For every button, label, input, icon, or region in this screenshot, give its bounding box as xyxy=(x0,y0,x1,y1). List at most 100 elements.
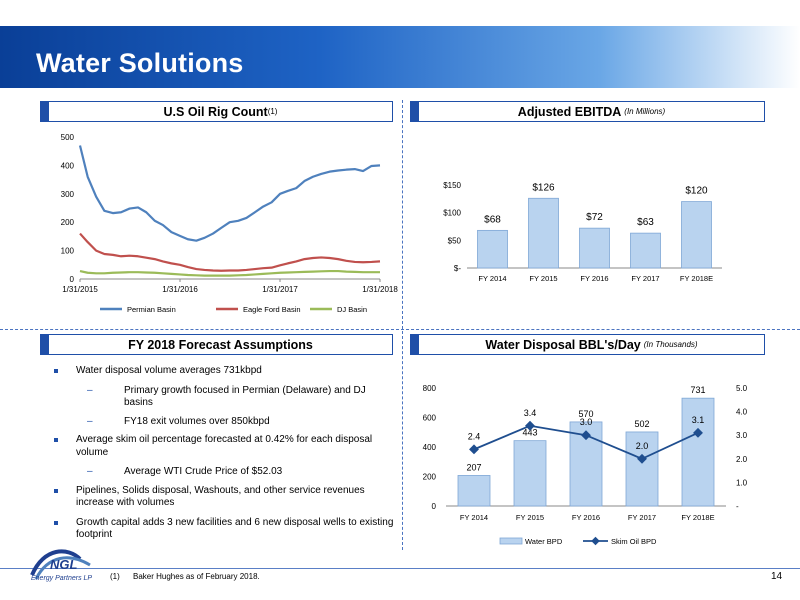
vertical-divider xyxy=(402,100,403,550)
skim-oil-marker xyxy=(637,453,647,464)
disposal-bar-label: 502 xyxy=(634,419,649,429)
ebitda-data-label: $63 xyxy=(637,217,654,228)
rig-legend-label-permian: Permian Basin xyxy=(127,305,176,314)
bullet-item: Pipelines, Solids disposal, Washouts, an… xyxy=(54,485,394,510)
logo-tagline: Energy Partners LP xyxy=(31,575,93,582)
disposal-right-tick-label: 4.0 xyxy=(736,408,748,417)
rig-series-permian xyxy=(78,145,381,242)
disposal-right-tick-label: 5.0 xyxy=(736,384,748,393)
rig-y-tick-label: 500 xyxy=(61,133,75,142)
bullet-item: Growth capital adds 3 new facilities and… xyxy=(54,517,394,542)
forecast-title: FY 2018 Forecast Assumptions xyxy=(128,337,313,352)
disposal-left-tick-label: 600 xyxy=(423,414,437,423)
footnote-text: Baker Hughes as of February 2018. xyxy=(133,572,260,581)
bullet-item: Average skim oil percentage forecasted a… xyxy=(54,434,394,459)
disposal-bar xyxy=(513,440,547,507)
disposal-left-tick-label: 800 xyxy=(423,384,437,393)
skim-oil-label: 2.0 xyxy=(636,441,649,451)
rig-x-tick-label: 1/31/2016 xyxy=(162,285,198,294)
rig-x-tick-label: 1/31/2015 xyxy=(62,285,98,294)
skim-oil-label: 3.4 xyxy=(524,408,537,418)
sub-bullet-item: Average WTI Crude Price of $52.03 xyxy=(54,466,394,479)
disposal-legend-label-water: Water BPD xyxy=(525,537,563,546)
ngl-logo: NGL xyxy=(30,549,91,580)
disposal-x-tick-label: FY 2014 xyxy=(460,513,488,522)
ebitda-bar xyxy=(630,232,661,269)
sub-bullet-item: FY18 exit volumes over 850kbpd xyxy=(54,416,394,429)
ebitda-header: Adjusted EBITDA (In Millions) xyxy=(410,101,765,122)
ebitda-x-tick-label: FY 2015 xyxy=(529,274,557,283)
ebitda-x-tick-label: FY 2018E xyxy=(680,274,713,283)
ebitda-units: (In Millions) xyxy=(624,107,666,116)
skim-oil-marker xyxy=(469,444,479,455)
ebitda-title: Adjusted EBITDA xyxy=(517,104,622,119)
disposal-legend-label-skim: Skim Oil BPD xyxy=(611,537,657,546)
disposal-bar-label: 570 xyxy=(578,409,593,419)
disposal-bar xyxy=(625,431,659,507)
disposal-title: Water Disposal BBL's/Day xyxy=(485,337,641,352)
ebitda-bar xyxy=(579,227,610,269)
horizontal-divider xyxy=(0,329,800,330)
disposal-bar-label: 443 xyxy=(522,428,537,438)
ebitda-bar xyxy=(528,197,559,269)
disposal-legend-marker-skim xyxy=(591,536,600,546)
disposal-bar xyxy=(681,397,715,507)
rig-x-tick-label: 1/31/2017 xyxy=(262,285,298,294)
disposal-x-tick-label: FY 2017 xyxy=(628,513,656,522)
disposal-bar xyxy=(457,475,491,507)
skim-oil-label: 3.1 xyxy=(692,415,705,425)
rig-count-header: U.S Oil Rig Count (1) xyxy=(40,101,393,122)
rig-legend-label-eagle-ford: Eagle Ford Basin xyxy=(243,305,301,314)
rig-y-tick-label: 300 xyxy=(61,190,75,199)
page-number: 14 xyxy=(771,571,783,582)
ebitda-x-tick-label: FY 2017 xyxy=(631,274,659,283)
forecast-header: FY 2018 Forecast Assumptions xyxy=(40,334,393,355)
skim-oil-marker xyxy=(525,420,535,431)
disposal-left-tick-label: 200 xyxy=(423,473,437,482)
rig-series-eagle-ford xyxy=(79,232,381,272)
ebitda-bar xyxy=(681,201,712,269)
disposal-bar-label: 207 xyxy=(466,462,481,472)
disposal-bar-label: 731 xyxy=(690,385,705,395)
ebitda-bar xyxy=(477,229,508,269)
skim-oil-label: 2.4 xyxy=(468,431,481,441)
disposal-legend-swatch-water xyxy=(499,537,523,545)
rig-count-footnote-ref: (1) xyxy=(267,107,278,116)
rig-y-tick-label: 100 xyxy=(61,247,75,256)
disposal-x-tick-label: FY 2015 xyxy=(516,513,544,522)
ebitda-x-tick-label: FY 2016 xyxy=(580,274,608,283)
ebitda-y-tick-label: $100 xyxy=(443,209,461,218)
rig-y-tick-label: 400 xyxy=(61,161,75,170)
skim-oil-label: 3.0 xyxy=(580,417,593,427)
ebitda-data-label: $126 xyxy=(532,182,555,193)
footnote-number: (1) xyxy=(110,572,120,581)
disposal-header: Water Disposal BBL's/Day (In Thousands) xyxy=(410,334,765,355)
ebitda-y-tick-label: $- xyxy=(454,264,461,273)
skim-oil-marker xyxy=(693,427,703,438)
ebitda-data-label: $68 xyxy=(484,214,501,225)
logo-text: NGL xyxy=(50,557,78,572)
ebitda-x-tick-label: FY 2014 xyxy=(478,274,506,283)
rig-y-tick-label: 200 xyxy=(61,218,75,227)
bullet-item: Water disposal volume averages 731kbpd xyxy=(54,365,394,378)
ebitda-y-tick-label: $150 xyxy=(443,181,461,190)
title-banner xyxy=(0,26,800,88)
rig-legend-label-dj: DJ Basin xyxy=(337,305,367,314)
disposal-units: (In Thousands) xyxy=(643,340,698,349)
page-title: Water Solutions xyxy=(36,48,244,78)
disposal-left-tick-label: 400 xyxy=(423,443,437,452)
disposal-left-tick-label: 0 xyxy=(432,502,437,511)
disposal-right-tick-label: - xyxy=(736,502,739,511)
rig-y-tick-label: 0 xyxy=(70,275,75,284)
ebitda-data-label: $72 xyxy=(586,212,603,223)
rig-count-title: U.S Oil Rig Count xyxy=(163,104,268,119)
disposal-x-tick-label: FY 2016 xyxy=(572,513,600,522)
footer-rule xyxy=(0,568,800,600)
ebitda-y-tick-label: $50 xyxy=(448,236,462,245)
disposal-right-tick-label: 2.0 xyxy=(736,455,748,464)
rig-series-dj xyxy=(79,269,380,277)
disposal-x-tick-label: FY 2018E xyxy=(681,513,714,522)
disposal-right-tick-label: 3.0 xyxy=(736,431,748,440)
